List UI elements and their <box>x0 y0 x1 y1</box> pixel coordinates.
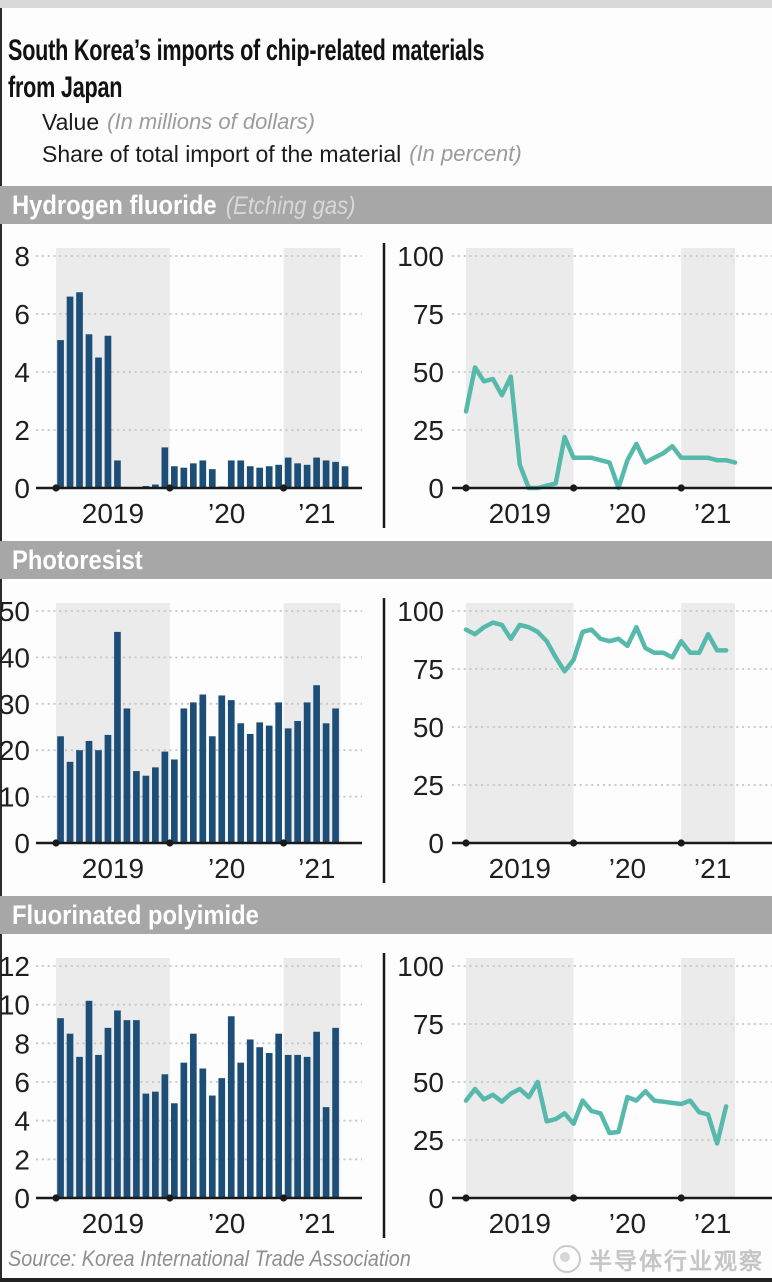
svg-text:4: 4 <box>14 1106 30 1137</box>
svg-text:75: 75 <box>413 299 444 330</box>
section-header-photoresist: Photoresist <box>0 541 772 579</box>
svg-text:0: 0 <box>428 473 444 504</box>
svg-text:’20: ’20 <box>208 498 245 529</box>
section-header-hydrogen-fluoride: Hydrogen fluoride (Etching gas) <box>0 186 772 224</box>
section-fluorinated-polyimide: Fluorinated polyimide 0 2 4 6 8 10 12 2019 ’20 ’2… <box>0 896 772 1243</box>
fluorinated-polyimide-value-bar-chart: 0 2 4 6 8 10 12 2019 ’20 ’21 <box>0 943 382 1243</box>
source-credit: Source: Korea International Trade Associ… <box>8 1246 411 1271</box>
hydrogen-fluoride-share-line-chart: 0 25 50 75 100 2019 ’20 ’21 <box>382 233 772 533</box>
svg-text:50: 50 <box>413 712 444 743</box>
svg-text:2019: 2019 <box>489 1208 551 1239</box>
footer: Source: Korea International Trade Associ… <box>8 1242 764 1276</box>
photoresist-value-bar-chart: 0 10 20 30 40 50 2019 ’20 ’21 <box>0 588 382 888</box>
svg-text:4: 4 <box>14 357 30 388</box>
bottom-edge-line <box>0 1278 772 1282</box>
svg-text:30: 30 <box>0 689 30 720</box>
svg-text:6: 6 <box>14 1067 30 1098</box>
photoresist-share-line-chart: 0 25 50 75 100 2019 ’20 ’21 <box>382 588 772 888</box>
svg-text:10: 10 <box>0 782 30 813</box>
svg-text:’21: ’21 <box>298 1208 335 1239</box>
svg-text:’21: ’21 <box>694 498 731 529</box>
svg-text:’21: ’21 <box>694 1208 731 1239</box>
svg-text:100: 100 <box>397 241 444 272</box>
svg-text:50: 50 <box>413 1067 444 1098</box>
svg-text:12: 12 <box>0 951 30 982</box>
svg-text:2019: 2019 <box>489 498 551 529</box>
top-edge-strip <box>0 0 772 8</box>
svg-text:75: 75 <box>413 654 444 685</box>
watermark: 半导体行业观察 <box>553 1242 764 1276</box>
svg-text:’20: ’20 <box>208 1208 245 1239</box>
legend-value-label: Value <box>42 108 100 135</box>
svg-text:25: 25 <box>413 1125 444 1156</box>
svg-text:50: 50 <box>413 357 444 388</box>
svg-text:2019: 2019 <box>82 498 144 529</box>
legend-share-note: (In percent) <box>409 141 522 166</box>
section-title: Fluorinated polyimide <box>12 900 259 930</box>
svg-text:0: 0 <box>14 1183 30 1214</box>
svg-text:100: 100 <box>397 596 444 627</box>
legend-row-share: Share of total import of the material (I… <box>8 138 522 170</box>
legend: Value (In millions of dollars) Share of … <box>8 106 522 170</box>
svg-text:8: 8 <box>14 241 30 272</box>
section-note: (Etching gas) <box>225 192 356 220</box>
svg-text:’21: ’21 <box>694 853 731 884</box>
svg-text:75: 75 <box>413 1009 444 1040</box>
section-photoresist: Photoresist 0 10 20 30 40 50 2019 ’20 ’21 0 25 50 7… <box>0 541 772 888</box>
svg-text:50: 50 <box>0 596 30 627</box>
svg-text:2: 2 <box>14 1144 30 1175</box>
svg-text:2019: 2019 <box>82 1208 144 1239</box>
svg-text:40: 40 <box>0 642 30 673</box>
watermark-text: 半导体行业观察 <box>589 1248 764 1274</box>
svg-text:’20: ’20 <box>609 853 646 884</box>
svg-text:0: 0 <box>14 828 30 859</box>
svg-text:’21: ’21 <box>298 498 335 529</box>
svg-text:’20: ’20 <box>609 1208 646 1239</box>
svg-text:6: 6 <box>14 299 30 330</box>
svg-text:2019: 2019 <box>489 853 551 884</box>
hydrogen-fluoride-value-bar-chart: 0 2 4 6 8 2019 ’20 ’21 <box>0 233 382 533</box>
svg-text:0: 0 <box>428 828 444 859</box>
value-swatch-icon <box>8 111 30 133</box>
legend-share-label: Share of total import of the material <box>42 140 402 167</box>
svg-text:10: 10 <box>0 990 30 1021</box>
svg-text:0: 0 <box>428 1183 444 1214</box>
page-title: South Korea’s imports of chip-related ma… <box>8 34 485 105</box>
section-title: Photoresist <box>12 545 143 575</box>
svg-text:25: 25 <box>413 415 444 446</box>
watermark-logo-icon <box>553 1245 581 1273</box>
section-title: Hydrogen fluoride <box>12 190 217 220</box>
legend-row-value: Value (In millions of dollars) <box>8 106 522 138</box>
legend-value-note: (In millions of dollars) <box>107 109 315 134</box>
left-edge-line <box>0 8 2 1282</box>
fluorinated-polyimide-share-line-chart: 0 25 50 75 100 2019 ’20 ’21 <box>382 943 772 1243</box>
svg-text:2019: 2019 <box>82 853 144 884</box>
share-line-icon <box>8 152 32 157</box>
section-header-fluorinated-polyimide: Fluorinated polyimide <box>0 896 772 934</box>
svg-text:0: 0 <box>14 473 30 504</box>
svg-text:’20: ’20 <box>208 853 245 884</box>
svg-text:8: 8 <box>14 1028 30 1059</box>
svg-text:25: 25 <box>413 770 444 801</box>
section-hydrogen-fluoride: Hydrogen fluoride (Etching gas) 0 2 4 6 8 201… <box>0 186 772 533</box>
svg-text:2: 2 <box>14 415 30 446</box>
svg-text:’21: ’21 <box>298 853 335 884</box>
svg-text:’20: ’20 <box>609 498 646 529</box>
svg-text:100: 100 <box>397 951 444 982</box>
svg-text:20: 20 <box>0 735 30 766</box>
